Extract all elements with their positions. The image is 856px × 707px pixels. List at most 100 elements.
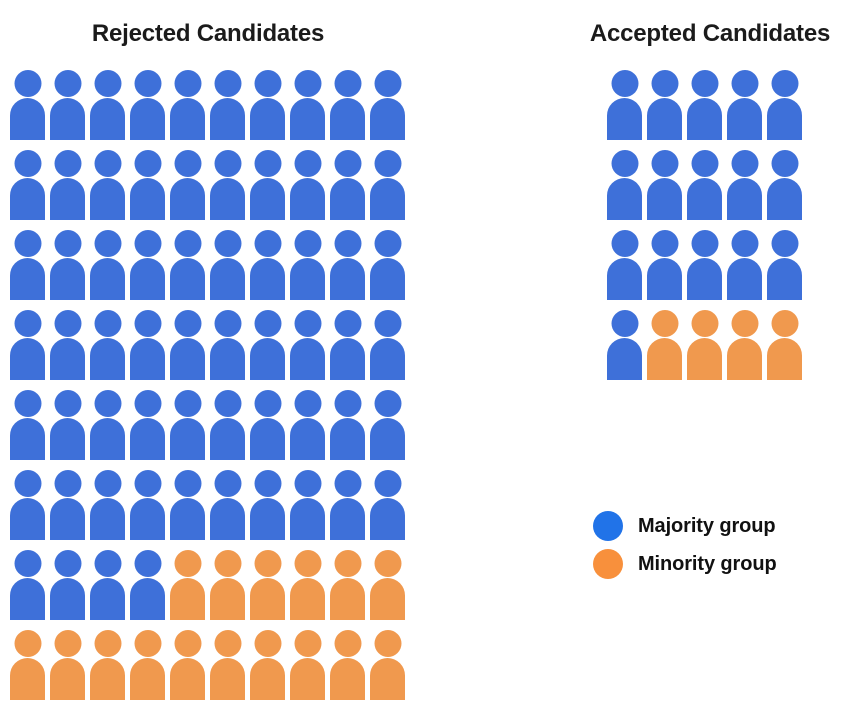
person-torso-icon — [607, 258, 642, 300]
person-icon-majority — [210, 70, 245, 140]
person-head-icon — [254, 630, 281, 657]
person-head-icon — [54, 230, 81, 257]
person-torso-icon — [90, 658, 125, 700]
person-icon-majority — [607, 150, 642, 220]
person-torso-icon — [130, 178, 165, 220]
person-icon-majority — [90, 470, 125, 540]
person-icon-minority — [370, 630, 405, 700]
pictograph-row — [10, 230, 405, 300]
person-icon-minority — [170, 630, 205, 700]
person-head-icon — [214, 470, 241, 497]
person-torso-icon — [647, 338, 682, 380]
person-head-icon — [214, 70, 241, 97]
person-torso-icon — [210, 578, 245, 620]
person-head-icon — [611, 150, 638, 177]
person-torso-icon — [290, 178, 325, 220]
person-icon-minority — [170, 550, 205, 620]
person-torso-icon — [767, 338, 802, 380]
person-icon-majority — [370, 150, 405, 220]
person-torso-icon — [250, 658, 285, 700]
person-icon-majority — [290, 230, 325, 300]
person-head-icon — [254, 550, 281, 577]
person-torso-icon — [90, 338, 125, 380]
person-head-icon — [374, 470, 401, 497]
person-torso-icon — [170, 338, 205, 380]
person-icon-majority — [130, 230, 165, 300]
person-head-icon — [134, 150, 161, 177]
person-torso-icon — [170, 98, 205, 140]
person-icon-majority — [607, 230, 642, 300]
person-torso-icon — [370, 578, 405, 620]
majority-group-label: Majority group — [638, 514, 776, 537]
person-icon-minority — [130, 630, 165, 700]
person-icon-majority — [50, 310, 85, 380]
person-icon-majority — [90, 150, 125, 220]
person-torso-icon — [290, 258, 325, 300]
person-head-icon — [294, 390, 321, 417]
person-torso-icon — [130, 258, 165, 300]
person-head-icon — [134, 390, 161, 417]
person-torso-icon — [210, 338, 245, 380]
person-torso-icon — [210, 98, 245, 140]
person-head-icon — [134, 70, 161, 97]
person-icon-majority — [687, 150, 722, 220]
person-head-icon — [691, 310, 718, 337]
pictograph-row — [607, 70, 802, 140]
person-icon-majority — [290, 390, 325, 460]
legend-item-minority: Minority group — [593, 549, 777, 579]
person-head-icon — [651, 150, 678, 177]
person-head-icon — [334, 390, 361, 417]
person-icon-majority — [330, 70, 365, 140]
minority-group-label: Minority group — [638, 552, 777, 575]
person-head-icon — [214, 550, 241, 577]
person-torso-icon — [727, 178, 762, 220]
person-icon-majority — [370, 230, 405, 300]
person-icon-majority — [250, 230, 285, 300]
person-head-icon — [14, 390, 41, 417]
person-torso-icon — [210, 258, 245, 300]
person-head-icon — [14, 470, 41, 497]
person-icon-majority — [130, 70, 165, 140]
person-head-icon — [731, 310, 758, 337]
person-torso-icon — [687, 98, 722, 140]
person-torso-icon — [10, 578, 45, 620]
person-head-icon — [94, 630, 121, 657]
person-head-icon — [134, 310, 161, 337]
person-torso-icon — [370, 658, 405, 700]
person-head-icon — [334, 470, 361, 497]
person-torso-icon — [607, 178, 642, 220]
person-head-icon — [54, 550, 81, 577]
person-torso-icon — [130, 418, 165, 460]
person-torso-icon — [170, 658, 205, 700]
person-head-icon — [294, 310, 321, 337]
person-head-icon — [374, 70, 401, 97]
person-icon-majority — [727, 150, 762, 220]
person-icon-majority — [330, 310, 365, 380]
person-head-icon — [334, 70, 361, 97]
person-head-icon — [134, 630, 161, 657]
person-torso-icon — [370, 338, 405, 380]
person-icon-majority — [290, 150, 325, 220]
person-icon-minority — [90, 630, 125, 700]
accepted-candidates-grid — [607, 70, 802, 380]
person-icon-majority — [647, 230, 682, 300]
majority-group-swatch-icon — [593, 511, 623, 541]
person-icon-minority — [647, 310, 682, 380]
person-torso-icon — [10, 338, 45, 380]
person-icon-majority — [10, 390, 45, 460]
pictograph-row — [607, 150, 802, 220]
person-head-icon — [731, 150, 758, 177]
person-icon-majority — [170, 230, 205, 300]
person-icon-majority — [607, 70, 642, 140]
person-torso-icon — [250, 498, 285, 540]
person-icon-majority — [90, 550, 125, 620]
person-icon-minority — [767, 310, 802, 380]
person-head-icon — [334, 150, 361, 177]
person-torso-icon — [50, 338, 85, 380]
person-head-icon — [731, 70, 758, 97]
person-icon-majority — [50, 150, 85, 220]
person-torso-icon — [330, 98, 365, 140]
person-icon-majority — [250, 470, 285, 540]
person-head-icon — [294, 470, 321, 497]
